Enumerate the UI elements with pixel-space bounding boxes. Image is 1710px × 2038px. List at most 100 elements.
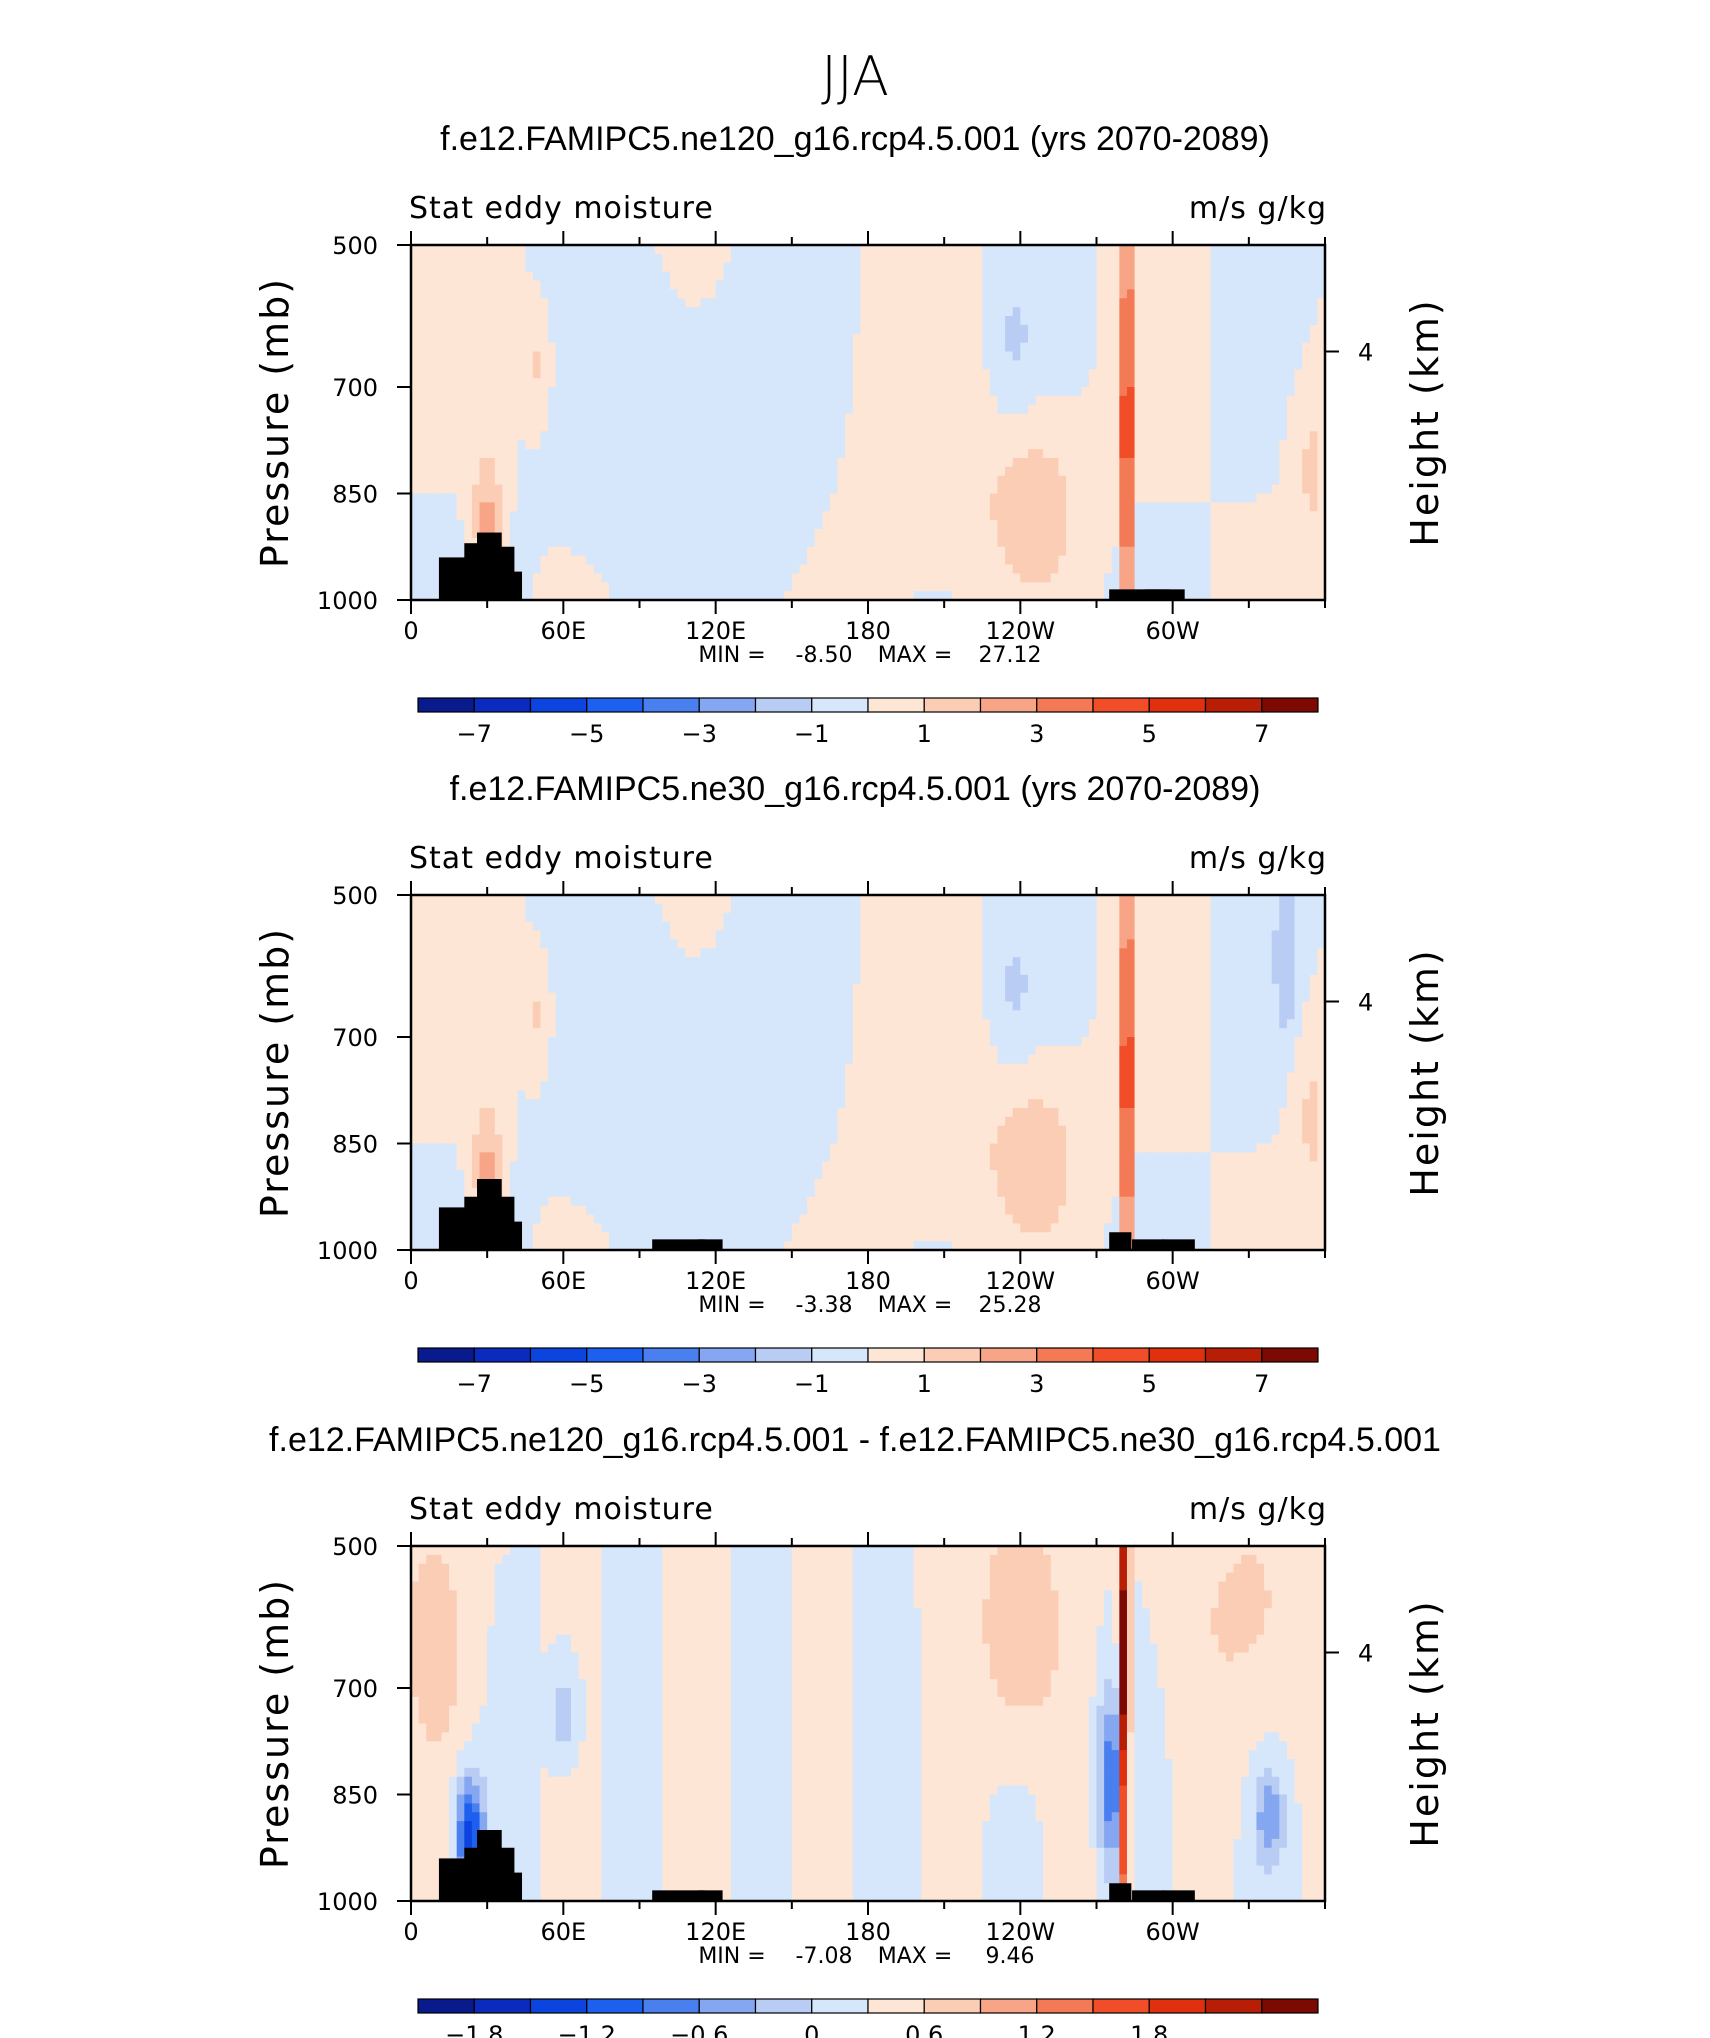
field-cell xyxy=(1119,369,1128,379)
field-cell xyxy=(1088,360,1098,370)
field-cell xyxy=(411,529,420,539)
field-cell xyxy=(1058,387,1067,397)
field-cell xyxy=(1302,466,1311,477)
field-cell xyxy=(1012,440,1021,450)
field-cell xyxy=(692,369,702,379)
field-cell xyxy=(807,466,816,477)
field-cell xyxy=(776,475,785,486)
field-cell xyxy=(685,395,694,406)
field-cell xyxy=(1187,591,1197,601)
field-cell xyxy=(860,360,869,370)
field-cell xyxy=(510,369,519,379)
field-cell xyxy=(456,520,465,530)
field-cell xyxy=(1005,369,1014,379)
field-cell xyxy=(548,262,557,273)
field-cell xyxy=(1241,555,1250,566)
field-cell xyxy=(784,458,793,468)
field-cell xyxy=(418,475,427,486)
field-cell xyxy=(1241,573,1250,583)
field-cell xyxy=(1104,520,1113,530)
field-cell xyxy=(875,253,884,264)
field-cell xyxy=(1218,475,1227,486)
field-cell xyxy=(837,475,846,486)
field-cell xyxy=(829,555,839,566)
field-cell xyxy=(1088,431,1098,441)
field-cell xyxy=(1088,582,1098,592)
field-cell xyxy=(1241,351,1250,361)
field-cell xyxy=(1172,475,1181,486)
field-cell xyxy=(624,369,633,379)
field-cell xyxy=(1203,271,1212,282)
field-cell xyxy=(1050,466,1060,477)
field-cell xyxy=(1294,502,1303,512)
field-cell xyxy=(822,529,831,539)
field-cell xyxy=(944,591,953,601)
field-cell xyxy=(1248,387,1258,397)
field-cell xyxy=(700,378,709,388)
field-cell xyxy=(700,502,709,512)
field-cell xyxy=(654,449,663,459)
field-cell xyxy=(852,324,861,335)
field-cell xyxy=(639,378,648,388)
field-cell xyxy=(487,413,496,424)
field-cell xyxy=(1111,360,1120,370)
field-cell xyxy=(411,582,420,592)
field-cell xyxy=(433,449,443,459)
field-cell xyxy=(1279,573,1288,583)
field-cell xyxy=(487,440,496,450)
field-cell xyxy=(1203,555,1212,566)
field-cell xyxy=(1081,502,1090,512)
field-cell xyxy=(814,511,823,521)
field-cell xyxy=(654,422,663,432)
field-cell xyxy=(1165,262,1174,273)
field-cell xyxy=(677,449,686,459)
field-cell xyxy=(837,555,846,566)
field-cell xyxy=(540,333,549,344)
field-cell xyxy=(548,280,557,290)
field-cell xyxy=(822,280,831,290)
field-cell xyxy=(921,449,930,459)
field-cell xyxy=(616,253,625,264)
field-cell xyxy=(1020,529,1029,539)
field-cell xyxy=(692,245,702,255)
field-cell xyxy=(456,529,465,539)
field-cell xyxy=(746,262,755,273)
field-cell xyxy=(936,289,945,299)
field-cell xyxy=(692,316,702,326)
field-cell xyxy=(959,378,968,388)
field-cell xyxy=(1134,253,1143,264)
field-cell xyxy=(1256,555,1265,566)
field-cell xyxy=(768,546,778,557)
field-cell xyxy=(487,324,496,335)
field-cell xyxy=(517,395,526,406)
field-cell xyxy=(1309,351,1318,361)
field-cell xyxy=(418,387,427,397)
field-cell xyxy=(1027,537,1037,548)
field-cell xyxy=(959,537,968,548)
field-cell xyxy=(837,422,846,432)
field-cell xyxy=(708,307,717,317)
field-cell xyxy=(982,537,991,548)
field-cell xyxy=(677,280,686,290)
field-cell xyxy=(441,458,450,468)
field-cell xyxy=(1126,537,1136,548)
field-cell xyxy=(1058,431,1067,441)
field-cell xyxy=(654,555,663,566)
field-cell xyxy=(814,493,823,503)
field-cell xyxy=(906,369,915,379)
field-cell xyxy=(639,360,648,370)
field-cell xyxy=(791,555,801,566)
field-cell xyxy=(1088,422,1098,432)
field-cell xyxy=(913,324,922,335)
field-cell xyxy=(418,1232,427,1242)
field-cell xyxy=(852,529,861,539)
field-cell xyxy=(951,324,960,335)
field-cell xyxy=(1279,564,1288,574)
field-cell xyxy=(1264,395,1273,406)
field-cell xyxy=(1104,245,1113,255)
field-cell xyxy=(1241,245,1250,255)
field-cell xyxy=(875,458,884,468)
field-cell xyxy=(517,493,526,503)
field-cell xyxy=(715,413,724,424)
field-cell xyxy=(570,582,580,592)
